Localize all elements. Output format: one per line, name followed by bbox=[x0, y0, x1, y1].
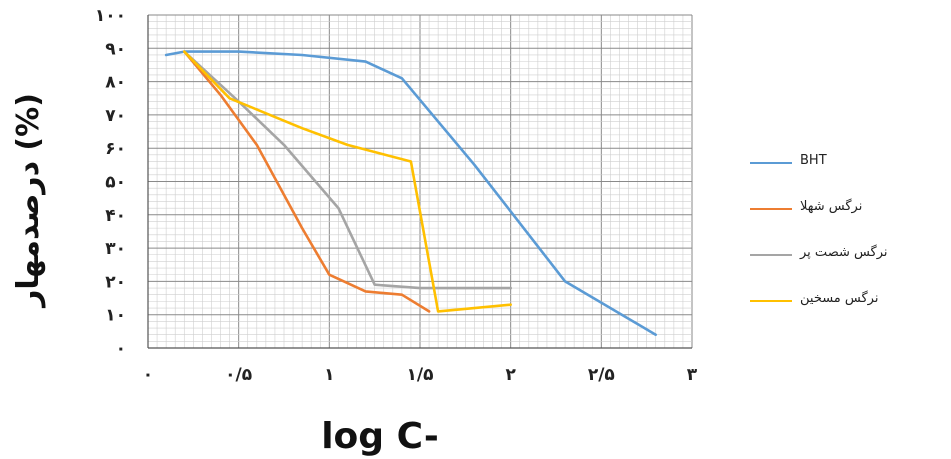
legend-label: نرگس مسخین bbox=[800, 291, 879, 306]
x-tick-label: ۰ bbox=[143, 365, 153, 385]
y-tick-labels: ۰ ۱۰ ۲۰ ۳۰ ۴۰ ۵۰ ۶۰ ۷۰ ۸۰ ۹۰ ۱۰۰ bbox=[95, 6, 126, 359]
chart-series bbox=[164, 50, 658, 337]
x-tick-label: ۱/۵ bbox=[407, 365, 434, 385]
legend-swatch bbox=[750, 208, 792, 210]
y-tick-label: ۱۰ bbox=[105, 306, 126, 326]
y-tick-label: ۱۰۰ bbox=[95, 6, 126, 26]
legend-swatch bbox=[750, 162, 792, 164]
legend-label: نرگس شصت پر bbox=[800, 245, 888, 260]
x-tick-label: ۳ bbox=[687, 365, 698, 385]
y-tick-label: ۶۰ bbox=[105, 139, 126, 159]
series-line-3 bbox=[183, 50, 513, 290]
x-axis-title: log C- bbox=[321, 416, 439, 457]
y-tick-label: ۵۰ bbox=[105, 173, 126, 193]
y-tick-label: ۸۰ bbox=[105, 73, 126, 93]
chart-axes bbox=[147, 15, 692, 349]
series-line-1 bbox=[164, 50, 658, 337]
y-tick-label: ۰ bbox=[116, 339, 126, 359]
y-axis-title: درصدمهار (%) bbox=[11, 93, 46, 309]
series-line-2 bbox=[183, 50, 431, 313]
legend-swatch bbox=[750, 300, 792, 302]
x-tick-label: ۰/۵ bbox=[225, 365, 252, 385]
y-tick-label: ۹۰ bbox=[105, 39, 126, 59]
y-tick-label: ۳۰ bbox=[105, 239, 126, 259]
x-tick-label: ۱ bbox=[324, 365, 334, 385]
y-tick-label: ۲۰ bbox=[105, 272, 126, 292]
chart-grid bbox=[147, 14, 693, 349]
legend-label: BHT bbox=[800, 153, 827, 168]
x-tick-label: ۲/۵ bbox=[588, 365, 615, 385]
y-tick-label: ۴۰ bbox=[105, 206, 126, 226]
x-tick-labels: ۰ ۰/۵ ۱ ۱/۵ ۲ ۲/۵ ۳ bbox=[143, 365, 698, 385]
legend-label: نرگس شهلا bbox=[800, 199, 863, 214]
y-tick-label: ۷۰ bbox=[105, 106, 126, 126]
legend-swatch bbox=[750, 254, 792, 256]
x-tick-label: ۲ bbox=[505, 365, 516, 385]
series-line-4 bbox=[183, 50, 513, 313]
